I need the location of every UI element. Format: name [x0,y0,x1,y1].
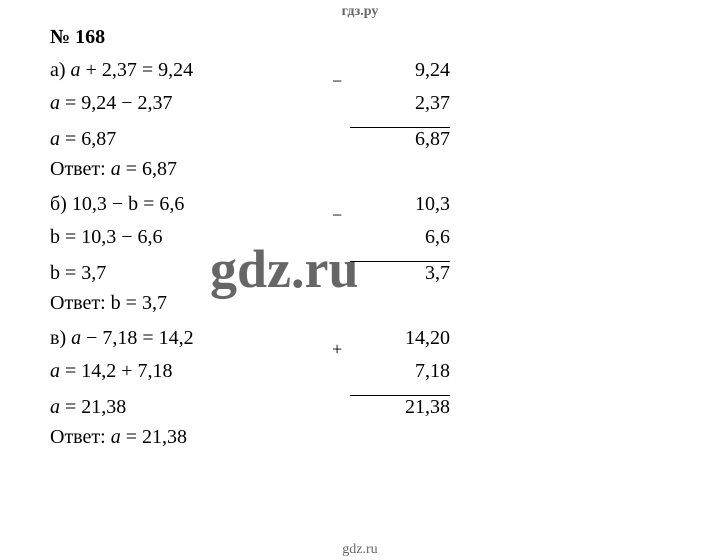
eq-b-3: b = 3,7 [50,262,350,285]
label-a: а) [50,59,66,81]
answer-a: Ответ: a = 6,87 [50,158,350,181]
calc-b-top: 10,3 [350,193,450,216]
site-footer: gdz.ru [0,542,720,558]
eq-a-2: a = 9,24 − 2,37 [50,92,350,115]
problem-b: б) 10,3 − b = 6,6 − 10,3 b = 10,3 − 6,6 … [50,193,720,325]
calc-c-result: 21,38 [350,395,450,419]
calc-a-result: 6,87 [350,127,450,151]
calc-a-top: 9,24 [350,59,450,82]
calc-a: − 9,24 [350,59,450,82]
calc-b-result: 3,7 [350,261,450,285]
label-b: б) [50,193,67,215]
calc-b-bottom: 6,6 [350,226,450,249]
eq-b-1: б) 10,3 − b = 6,6 [50,193,350,216]
minus-sign: − [332,205,342,226]
eq-c-1: в) a − 7,18 = 14,2 [50,327,350,350]
site-header: гдз.ру [0,0,720,26]
calc-c-top: 14,20 [350,327,450,350]
eq-c-3: a = 21,38 [50,396,350,419]
calc-a-bottom: 2,37 [350,92,450,115]
label-c: в) [50,327,66,349]
eq-c-2: a = 14,2 + 7,18 [50,360,350,383]
answer-b: Ответ: b = 3,7 [50,292,350,315]
calc-b: − 10,3 [350,193,450,216]
solution-content: а) a + 2,37 = 9,24 − 9,24 a = 9,24 − 2,3… [0,59,720,459]
problem-number: № 168 [0,26,720,59]
plus-sign: + [332,339,342,360]
minus-sign: − [332,71,342,92]
problem-c: в) a − 7,18 = 14,2 + 14,20 a = 14,2 + 7,… [50,327,720,459]
eq-a-1: а) a + 2,37 = 9,24 [50,59,350,82]
eq-b-2: b = 10,3 − 6,6 [50,226,350,249]
eq-a-3: a = 6,87 [50,128,350,151]
answer-c: Ответ: a = 21,38 [50,426,350,449]
calc-c-bottom: 7,18 [350,360,450,383]
calc-c: + 14,20 [350,327,450,350]
problem-a: а) a + 2,37 = 9,24 − 9,24 a = 9,24 − 2,3… [50,59,720,191]
